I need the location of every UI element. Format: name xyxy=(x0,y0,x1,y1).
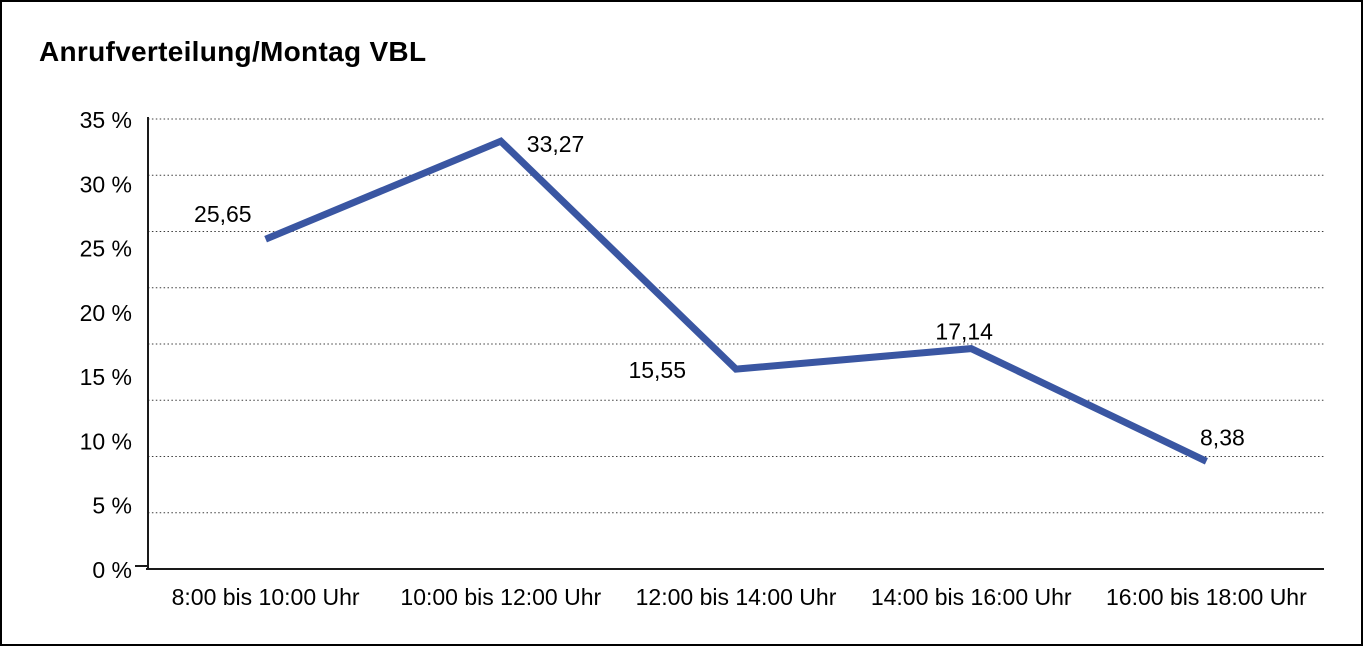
y-tick-label: 25 % xyxy=(80,236,132,262)
y-tick-label: 30 % xyxy=(80,171,132,197)
chart-title: Anrufverteilung/Montag VBL xyxy=(39,36,427,67)
x-tick-label: 14:00 bis 16:00 Uhr xyxy=(871,584,1072,610)
series-line xyxy=(264,137,1208,465)
data-label: 8,38 xyxy=(1200,424,1245,450)
x-tick-label: 10:00 bis 12:00 Uhr xyxy=(400,584,601,610)
y-tick-label: 0 % xyxy=(92,557,132,583)
x-tick-label: 16:00 bis 18:00 Uhr xyxy=(1106,584,1307,610)
y-tick-label: 35 % xyxy=(80,107,132,133)
x-axis-labels: 8:00 bis 10:00 Uhr 10:00 bis 12:00 Uhr 12:… xyxy=(172,584,1307,610)
data-label: 15,55 xyxy=(628,357,686,383)
y-tick-label: 20 % xyxy=(80,300,132,326)
data-labels: 25,65 33,27 15,55 17,14 8,38 xyxy=(194,131,1245,450)
x-tick-label: 8:00 bis 10:00 Uhr xyxy=(172,584,360,610)
y-tick-label: 15 % xyxy=(80,364,132,390)
x-tick-label: 12:00 bis 14:00 Uhr xyxy=(636,584,837,610)
data-label: 25,65 xyxy=(194,201,252,227)
y-tick-label: 5 % xyxy=(92,493,132,519)
axes xyxy=(135,117,1324,570)
y-axis-labels: 35 % 30 % 25 % 20 % 15 % 10 % 5 % 0 % xyxy=(80,107,132,583)
series-line-layer xyxy=(264,137,1208,465)
gridlines xyxy=(148,118,1324,514)
data-label: 17,14 xyxy=(935,319,993,345)
data-label: 33,27 xyxy=(527,131,585,157)
y-tick-label: 10 % xyxy=(80,428,132,454)
